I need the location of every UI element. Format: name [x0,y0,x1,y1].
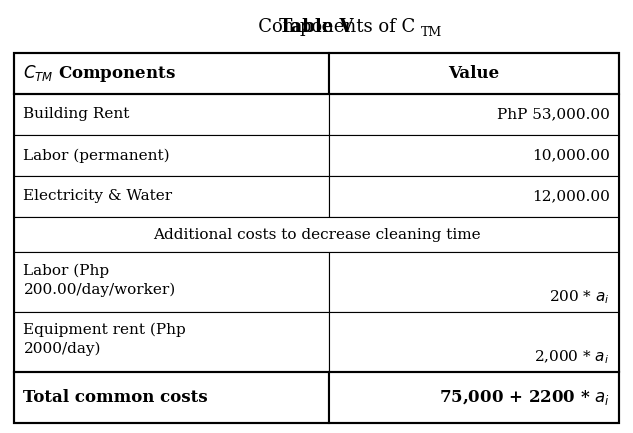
Text: Electricity & Water: Electricity & Water [23,190,173,204]
Bar [329,94,619,135]
Bar [329,135,619,176]
Bar [14,53,619,423]
Text: PhP 53,000.00: PhP 53,000.00 [497,107,610,122]
Text: Value: Value [448,65,499,82]
Text: 75,000 + 2200 * $a_i$: 75,000 + 2200 * $a_i$ [439,388,610,407]
Text: 10,000.00: 10,000.00 [532,149,610,162]
Text: 12,000.00: 12,000.00 [532,190,610,204]
Text: Equipment rent (Php
2000/day): Equipment rent (Php 2000/day) [23,323,186,356]
Text: 2,000 * $a_i$: 2,000 * $a_i$ [534,348,610,366]
Bar [329,252,619,312]
Text: TM: TM [420,26,442,39]
Bar [329,176,619,217]
Bar [14,372,329,423]
Text: Labor (permanent): Labor (permanent) [23,148,170,163]
Bar [14,94,329,135]
Text: Total common costs: Total common costs [23,389,208,406]
Bar [14,53,329,94]
Bar [14,312,329,372]
Text: Table V: Table V [279,18,354,36]
Text: Labor (Php
200.00/day/worker): Labor (Php 200.00/day/worker) [23,263,176,297]
Bar [14,217,619,252]
Text: Components of C: Components of C [218,18,415,36]
Text: 200 * $a_i$: 200 * $a_i$ [549,288,610,306]
Bar [329,312,619,372]
Bar [14,252,329,312]
Bar [14,176,329,217]
Bar [14,135,329,176]
Text: Building Rent: Building Rent [23,107,130,122]
Text: $C_{TM}$ Components: $C_{TM}$ Components [23,63,177,84]
Bar [329,372,619,423]
Bar [329,53,619,94]
Text: Additional costs to decrease cleaning time: Additional costs to decrease cleaning ti… [153,228,480,242]
